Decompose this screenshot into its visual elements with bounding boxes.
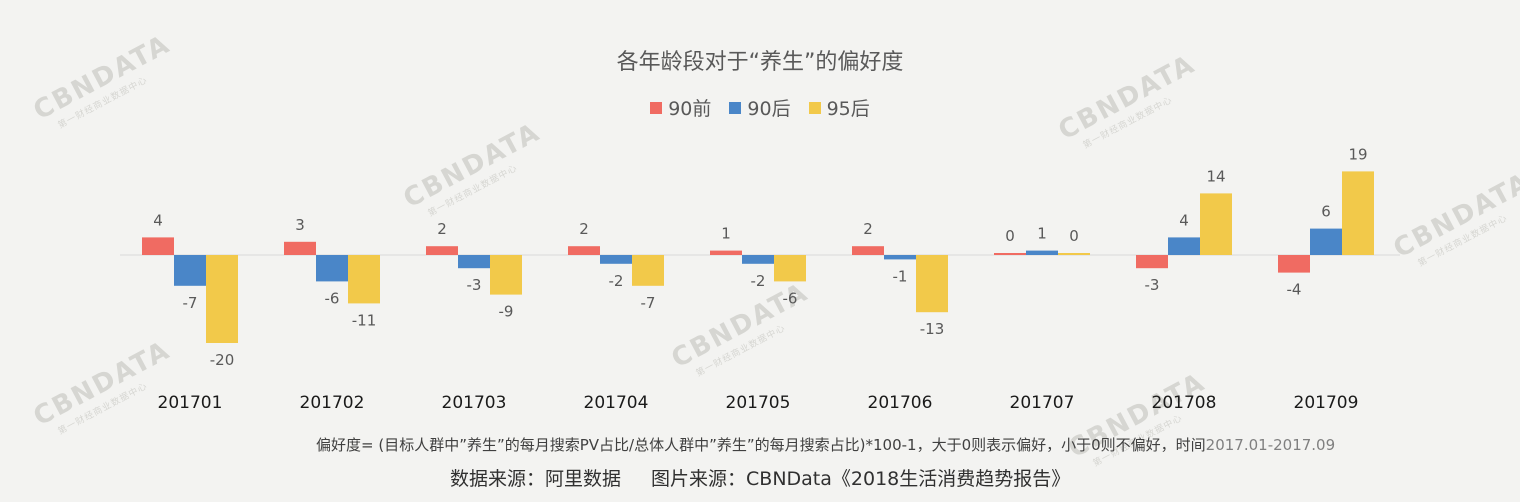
data-label-201701-series-1: -7 — [183, 294, 198, 312]
bar-201704-series-2 — [632, 255, 664, 286]
data-label-201703-series-2: -9 — [499, 303, 514, 321]
legend-swatch-90qian — [650, 101, 663, 114]
data-label-201702-series-1: -6 — [325, 289, 340, 307]
legend-item-90qian: 90前 — [650, 94, 711, 121]
legend-item-95hou: 95后 — [808, 94, 870, 121]
data-label-201705-series-1: -2 — [751, 272, 766, 290]
footnote-text: 偏好度= (目标人群中”养生”的每月搜索PV占比/总体人群中”养生”的每月搜索占… — [316, 436, 1206, 454]
data-label-201702-series-2: -11 — [352, 311, 377, 329]
bar-201708-series-0 — [1136, 255, 1168, 269]
legend-swatch-90hou — [729, 101, 742, 114]
bar-201709-series-1 — [1310, 228, 1342, 255]
x-tick-label-201706: 201706 — [868, 393, 933, 413]
bar-201703-series-2 — [490, 255, 522, 295]
data-label-201708-series-1: 4 — [1179, 211, 1189, 229]
data-label-201706-series-2: -13 — [920, 320, 945, 338]
data-label-201707-series-2: 0 — [1069, 227, 1079, 245]
data-label-201705-series-0: 1 — [721, 225, 731, 243]
x-tick-label-201709: 201709 — [1294, 393, 1359, 413]
bar-201701-series-1 — [174, 255, 206, 286]
bar-201704-series-0 — [568, 246, 600, 255]
bar-201706-series-1 — [884, 255, 916, 260]
data-label-201708-series-0: -3 — [1145, 276, 1160, 294]
bar-201707-series-2 — [1058, 253, 1090, 255]
data-label-201701-series-2: -20 — [210, 351, 235, 369]
bar-201702-series-1 — [316, 255, 348, 282]
x-tick-label-201701: 201701 — [158, 393, 223, 413]
image-source: 图片来源：CBNData《2018生活消费趋势报告》 — [651, 468, 1071, 490]
bar-201709-series-2 — [1342, 171, 1374, 255]
x-tick-label-201704: 201704 — [584, 393, 649, 413]
bar-201701-series-0 — [142, 237, 174, 255]
data-label-201704-series-0: 2 — [579, 220, 589, 238]
bar-201706-series-2 — [916, 255, 948, 313]
legend: 90前 90后 95后 — [0, 94, 1520, 121]
bar-201706-series-0 — [852, 246, 884, 255]
bar-201703-series-1 — [458, 255, 490, 269]
bar-201707-series-1 — [1026, 250, 1058, 255]
legend-label-90qian: 90前 — [668, 98, 712, 120]
bar-201705-series-0 — [710, 250, 742, 255]
data-label-201709-series-0: -4 — [1287, 281, 1302, 299]
data-label-201709-series-1: 6 — [1321, 203, 1331, 221]
bar-201703-series-0 — [426, 246, 458, 255]
legend-swatch-95hou — [808, 101, 821, 114]
legend-label-90hou: 90后 — [747, 98, 791, 120]
x-tick-label-201703: 201703 — [442, 393, 507, 413]
bar-201705-series-1 — [742, 255, 774, 264]
data-label-201701-series-0: 4 — [153, 211, 163, 229]
bar-201705-series-2 — [774, 255, 806, 282]
source-line: 数据来源：阿里数据 图片来源：CBNData《2018生活消费趋势报告》 — [450, 464, 1070, 491]
legend-label-95hou: 95后 — [826, 98, 870, 120]
chart-title: 各年龄段对于“养生”的偏好度 — [616, 50, 904, 75]
bar-201701-series-2 — [206, 255, 238, 343]
data-label-201708-series-2: 14 — [1206, 167, 1225, 185]
bar-201704-series-1 — [600, 255, 632, 264]
data-label-201702-series-0: 3 — [295, 216, 305, 234]
x-tick-label-201708: 201708 — [1152, 393, 1217, 413]
data-label-201709-series-2: 19 — [1348, 145, 1367, 163]
x-tick-label-201705: 201705 — [726, 393, 791, 413]
x-tick-label-201707: 201707 — [1010, 393, 1075, 413]
x-tick-label-201702: 201702 — [300, 393, 365, 413]
data-label-201706-series-1: -1 — [893, 267, 908, 285]
data-label-201703-series-1: -3 — [467, 276, 482, 294]
bar-201702-series-0 — [284, 241, 316, 255]
bar-201708-series-2 — [1200, 193, 1232, 255]
data-label-201706-series-0: 2 — [863, 220, 873, 238]
bar-201709-series-0 — [1278, 255, 1310, 273]
bar-201702-series-2 — [348, 255, 380, 304]
footnote-period: 2017.01-2017.09 — [1205, 436, 1336, 454]
data-label-201707-series-1: 1 — [1037, 225, 1047, 243]
bar-201708-series-1 — [1168, 237, 1200, 255]
data-label-201703-series-0: 2 — [437, 220, 447, 238]
legend-item-90hou: 90后 — [729, 94, 791, 121]
data-label-201707-series-0: 0 — [1005, 227, 1015, 245]
data-label-201705-series-2: -6 — [783, 289, 798, 307]
data-source: 数据来源：阿里数据 — [450, 468, 622, 490]
data-label-201704-series-2: -7 — [641, 294, 656, 312]
footnote: 偏好度= (目标人群中”养生”的每月搜索PV占比/总体人群中”养生”的每月搜索占… — [316, 434, 1335, 455]
bar-201707-series-0 — [994, 253, 1026, 255]
data-label-201704-series-1: -2 — [609, 272, 624, 290]
